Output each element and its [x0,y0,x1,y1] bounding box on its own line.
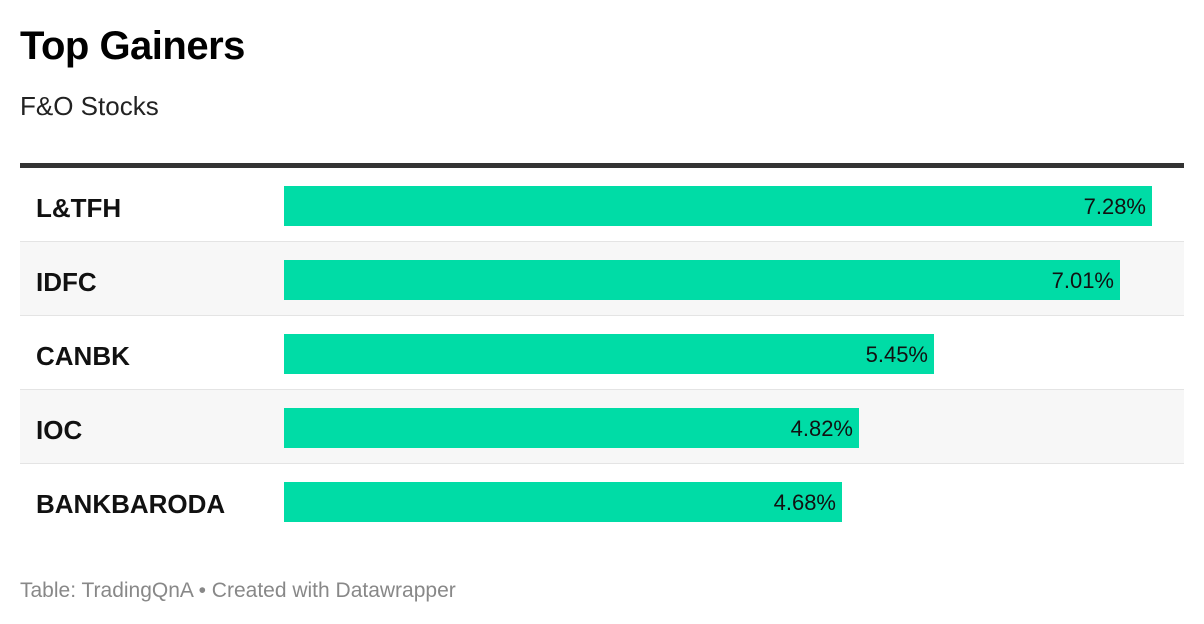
value-label: 4.68% [773,490,836,515]
value-label: 5.45% [865,342,928,367]
bar-track: 5.45% [284,334,1168,374]
chart-subtitle: F&O Stocks [20,91,159,121]
table-row: CANBK 5.45% [20,316,1184,390]
bar-track: 7.28% [284,186,1168,226]
value-bar: 5.45% [284,334,934,374]
value-label: 7.01% [1051,268,1114,293]
stock-name: BANKBARODA [36,489,226,519]
value-bar: 7.28% [284,186,1152,226]
source-footer: Table: TradingQnA • Created with Datawra… [20,579,456,602]
table-row: IDFC 7.01% [20,242,1184,316]
chart-title: Top Gainers [20,24,245,68]
bar-track: 7.01% [284,260,1168,300]
value-label: 4.82% [790,416,853,441]
bar-track: 4.82% [284,408,1168,448]
table-row: BANKBARODA 4.68% [20,464,1184,538]
stock-name: L&TFH [36,193,122,223]
stock-name: IOC [36,415,83,445]
value-label: 7.28% [1083,194,1146,219]
table-row: IOC 4.82% [20,390,1184,464]
stock-name: CANBK [36,341,130,371]
stock-name: IDFC [36,267,97,297]
value-bar: 4.82% [284,408,859,448]
value-bar: 7.01% [284,260,1120,300]
table-row: L&TFH 7.28% [20,168,1184,242]
value-bar: 4.68% [284,482,842,522]
bar-track: 4.68% [284,482,1168,522]
gainers-table: L&TFH 7.28% IDFC 7.01% CANBK 5.45% IOC 4… [20,163,1184,538]
